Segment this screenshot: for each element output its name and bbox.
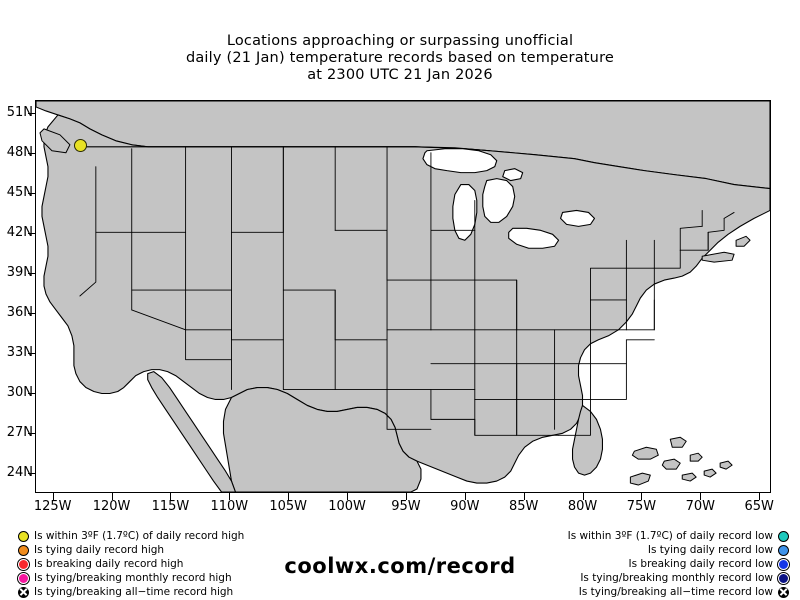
longitude-tick <box>288 493 290 500</box>
longitude-label: 75W <box>626 499 657 514</box>
legend-record-highs: Is within 3ºF (1.7ºC) of daily record hi… <box>18 529 249 599</box>
legend-item: Is tying/breaking monthly record low <box>563 571 789 585</box>
title-line-3: at 2300 UTC 21 Jan 2026 <box>307 67 493 83</box>
legend-item: Is tying daily record high <box>18 543 249 557</box>
legend-item-label: Is within 3ºF (1.7ºC) of daily record hi… <box>34 530 245 542</box>
longitude-tick <box>759 493 761 500</box>
longitude-tick <box>641 493 643 500</box>
latitude-label: 42N <box>6 225 33 241</box>
longitude-label: 95W <box>391 499 421 514</box>
latitude-tick <box>28 393 35 395</box>
marker-tying-daily-high-icon <box>18 544 29 556</box>
longitude-tick <box>52 493 54 500</box>
legend-item: Is breaking daily record low <box>563 557 789 571</box>
latitude-label: 30N <box>6 385 33 401</box>
longitude-label: 125W <box>33 499 72 514</box>
latitude-tick <box>28 353 35 355</box>
marker-alltime-low-icon <box>778 586 789 598</box>
legend-item-label: Is within 3ºF (1.7ºC) of daily record lo… <box>567 530 773 542</box>
longitude-label: 100W <box>328 499 366 514</box>
latitude-label: 39N <box>6 265 33 281</box>
legend-item-label: Is tying/breaking all−time record low <box>578 586 773 598</box>
latitude-tick <box>28 273 35 275</box>
legend-item-label: Is tying/breaking monthly record low <box>580 572 773 584</box>
latitude-label: 33N <box>6 345 33 361</box>
latitude-label: 36N <box>6 305 33 321</box>
longitude-label: 105W <box>269 499 307 514</box>
latitude-tick <box>28 313 35 315</box>
legend-item: Is tying/breaking all−time record high <box>18 585 249 599</box>
longitude-label: 80W <box>567 499 598 514</box>
site-watermark[interactable]: coolwx.com/record <box>284 554 516 578</box>
legend-item-label: Is tying/breaking monthly record high <box>34 572 232 584</box>
legend-item-label: Is tying daily record high <box>34 544 165 556</box>
latitude-tick <box>28 113 35 115</box>
legend-item-label: Is breaking daily record high <box>34 558 184 570</box>
longitude-label: 115W <box>151 499 190 514</box>
latitude-tick <box>28 193 35 195</box>
latitude-label: 24N <box>6 465 33 481</box>
longitude-tick <box>229 493 231 500</box>
legend-item: Is tying/breaking all−time record low <box>563 585 789 599</box>
page-title: Locations approaching or surpassing unof… <box>0 33 800 84</box>
marker-monthly-high-icon <box>18 572 29 584</box>
latitude-tick <box>28 233 35 235</box>
longitude-tick <box>170 493 172 500</box>
legend-item: Is within 3ºF (1.7ºC) of daily record hi… <box>18 529 249 543</box>
map-canvas[interactable] <box>35 100 771 493</box>
longitude-label: 110W <box>210 499 249 514</box>
title-line-2: daily (21 Jan) temperature records based… <box>185 50 615 66</box>
latitude-label: 45N <box>6 185 33 201</box>
marker-within-3f-high-icon <box>18 530 29 542</box>
record-station-marker[interactable] <box>74 138 88 152</box>
longitude-label: 120W <box>92 499 131 514</box>
legend-item-label: Is breaking daily record low <box>628 558 774 570</box>
legend-item: Is within 3ºF (1.7ºC) of daily record lo… <box>563 529 789 543</box>
longitude-tick <box>582 493 584 500</box>
legend-item: Is breaking daily record high <box>18 557 249 571</box>
legend-item-label: Is tying daily record low <box>647 544 773 556</box>
latitude-tick <box>28 473 35 475</box>
marker-monthly-low-icon <box>778 572 789 584</box>
latitude-label: 27N <box>6 425 33 441</box>
longitude-tick <box>523 493 525 500</box>
latitude-tick <box>28 433 35 435</box>
longitude-tick <box>111 493 113 500</box>
longitude-tick <box>700 493 702 500</box>
legend-item-label: Is tying/breaking all−time record high <box>34 586 234 598</box>
latitude-label: 51N <box>6 105 33 121</box>
longitude-label: 65W <box>744 499 774 514</box>
legend-item: Is tying daily record low <box>563 543 789 557</box>
longitude-tick <box>464 493 466 500</box>
longitude-tick <box>347 493 349 500</box>
legend-record-lows: Is within 3ºF (1.7ºC) of daily record lo… <box>563 529 789 599</box>
marker-alltime-high-icon <box>18 586 29 598</box>
marker-breaking-daily-high-icon <box>18 558 29 570</box>
longitude-tick <box>405 493 407 500</box>
longitude-label: 90W <box>450 499 480 514</box>
marker-tying-daily-low-icon <box>778 544 789 556</box>
longitude-label: 85W <box>509 499 539 514</box>
marker-breaking-daily-low-icon <box>778 558 789 570</box>
latitude-label: 48N <box>6 145 33 161</box>
map-geography <box>36 101 770 492</box>
legend-item: Is tying/breaking monthly record high <box>18 571 249 585</box>
marker-within-3f-low-icon <box>778 530 789 542</box>
latitude-tick <box>28 153 35 155</box>
title-line-1: Locations approaching or surpassing unof… <box>226 33 574 49</box>
longitude-label: 70W <box>685 499 716 514</box>
